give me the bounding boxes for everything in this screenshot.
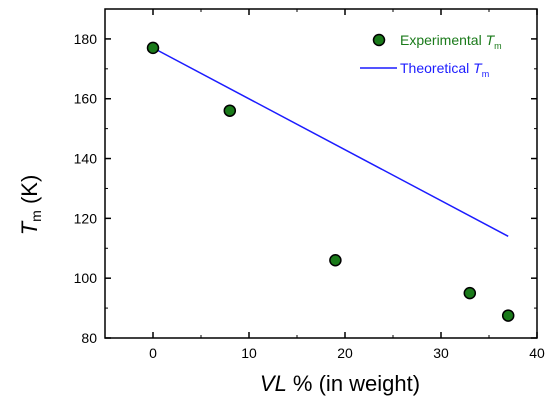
experimental-point [501,309,515,322]
x-tick-label: 10 [241,345,257,361]
data-marks [146,41,515,322]
legend-label-theoretical: Theoretical Tm [400,60,489,79]
y-tick-label: 100 [74,270,98,286]
experimental-point [146,41,160,55]
y-tick-label: 80 [81,330,97,346]
x-tick-label: 20 [337,345,353,361]
plot-frame [104,8,538,339]
y-axis-label: Tm (K) [17,175,44,236]
x-tick-label: 30 [433,345,449,361]
experimental-point [463,286,477,300]
legend-marker-experimental [372,33,386,47]
legend: Experimental Tm Theoretical Tm [360,32,502,79]
theoretical-line [152,47,509,237]
experimental-point [223,104,237,117]
experimental-point [329,253,342,267]
axis-ticks: 0 10 20 30 40 80 100 120 140 160 180 [74,8,545,361]
legend-label-experimental: Experimental Tm [400,32,502,51]
y-tick-label: 120 [74,210,98,226]
y-tick-label: 140 [74,151,98,167]
x-axis-label: VL % (in weight) [260,371,420,396]
y-tick-label: 180 [74,31,98,47]
x-tick-label: 0 [149,345,157,361]
x-tick-label: 40 [529,345,545,361]
plot-area [104,8,538,339]
y-tick-label: 160 [74,91,98,107]
